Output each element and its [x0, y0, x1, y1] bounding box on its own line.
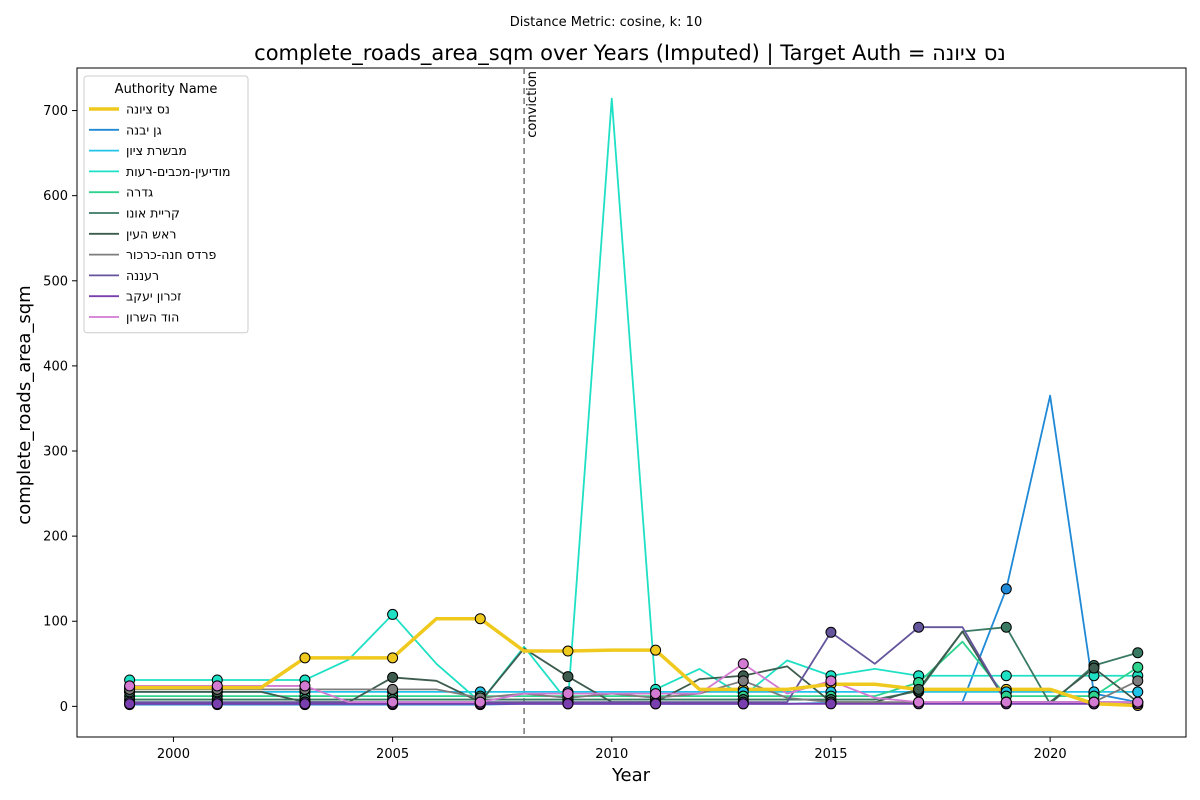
legend-entry: גן יבנה [126, 122, 162, 137]
x-tick-label: 2020 [1034, 747, 1067, 762]
data-point [387, 652, 399, 664]
y-tick-label: 700 [43, 104, 68, 119]
y-axis-label: complete_roads_area_sqm [14, 285, 35, 524]
chart-title: complete_roads_area_sqm over Years (Impu… [254, 41, 1006, 66]
legend-entry: פרדס חנה-כרכור [126, 247, 217, 262]
data-point [737, 675, 749, 687]
legend-entry: מבשרת ציון [126, 143, 187, 158]
series-points [124, 583, 1144, 712]
y-tick-label: 0 [60, 700, 68, 715]
data-point [211, 698, 223, 710]
data-point [1132, 647, 1144, 659]
data-point [737, 698, 749, 710]
y-tick-label: 100 [43, 615, 68, 630]
data-point [1000, 670, 1012, 682]
data-point [1132, 661, 1144, 673]
data-point [299, 652, 311, 664]
legend-items: נס ציונה גן יבנה מבשרת ציון מודיעין-מכבים-ר… [89, 102, 230, 325]
y-tick-label: 600 [43, 189, 68, 204]
series-line [129, 662, 1138, 703]
legend-entry: זכרון יעקב [126, 289, 182, 304]
y-axis: 0 100 200 300 400 500 600 700 [43, 104, 77, 715]
data-point [1132, 696, 1144, 708]
legend-box [83, 75, 249, 334]
data-point [562, 688, 574, 700]
data-point [913, 621, 925, 633]
data-point [124, 698, 136, 710]
legend-entry: ראש העין [126, 226, 176, 241]
data-point [124, 680, 136, 692]
axes-frame [76, 67, 1187, 738]
vertical-marker: conviction [523, 68, 540, 737]
data-point [1000, 621, 1012, 633]
data-point [650, 688, 662, 700]
legend-entry: קריית אונו [126, 206, 180, 221]
y-tick-label: 400 [43, 359, 68, 374]
legend-entry: מודיעין-מכבים-רעות [126, 164, 230, 179]
legend-entry: גדרה [126, 185, 153, 200]
data-point [1088, 662, 1100, 674]
data-point [650, 698, 662, 710]
data-point [387, 683, 399, 695]
data-point [1000, 583, 1012, 595]
data-point [387, 671, 399, 683]
data-point [1088, 696, 1100, 708]
conviction-label: conviction [525, 71, 540, 138]
series-line [129, 616, 1138, 708]
data-point [562, 671, 574, 683]
data-point [562, 645, 574, 657]
data-point [474, 613, 486, 625]
x-tick-label: 2000 [157, 747, 190, 762]
data-point [211, 680, 223, 692]
data-point [825, 626, 837, 638]
y-tick-label: 200 [43, 530, 68, 545]
legend-title: Authority Name [115, 82, 218, 97]
legend-entry: נס ציונה [126, 102, 170, 117]
data-point [299, 680, 311, 692]
x-axis: 2000 2005 2010 2015 2020 [157, 737, 1067, 762]
y-tick-label: 300 [43, 445, 68, 460]
legend-entry: רעננה [126, 268, 159, 283]
x-tick-label: 2015 [814, 747, 847, 762]
data-point [474, 696, 486, 708]
x-tick-label: 2005 [376, 747, 409, 762]
data-point [387, 608, 399, 620]
series-line [129, 626, 1138, 703]
data-point [737, 658, 749, 670]
x-tick-label: 2010 [595, 747, 628, 762]
data-point [299, 698, 311, 710]
data-point [825, 698, 837, 710]
data-point [1000, 696, 1012, 708]
series-lines [129, 97, 1139, 708]
data-point [1132, 675, 1144, 687]
x-axis-label: Year [611, 765, 651, 786]
data-point [1132, 686, 1144, 698]
data-point [387, 696, 399, 708]
data-point [650, 644, 662, 656]
data-point [825, 675, 837, 687]
y-tick-label: 500 [43, 274, 68, 289]
series-line [129, 97, 1138, 703]
legend: Authority Name נס ציונה גן יבנה מבשרת ציון… [83, 75, 249, 334]
data-point [562, 698, 574, 710]
plot-area: 2000 2005 2010 2015 2020 0 100 200 300 400 500 600… [43, 67, 1187, 762]
data-point [913, 696, 925, 708]
data-point [913, 683, 925, 695]
chart-suptitle: Distance Metric: cosine, k: 10 [510, 15, 702, 30]
legend-entry: הוד השרון [126, 310, 179, 325]
